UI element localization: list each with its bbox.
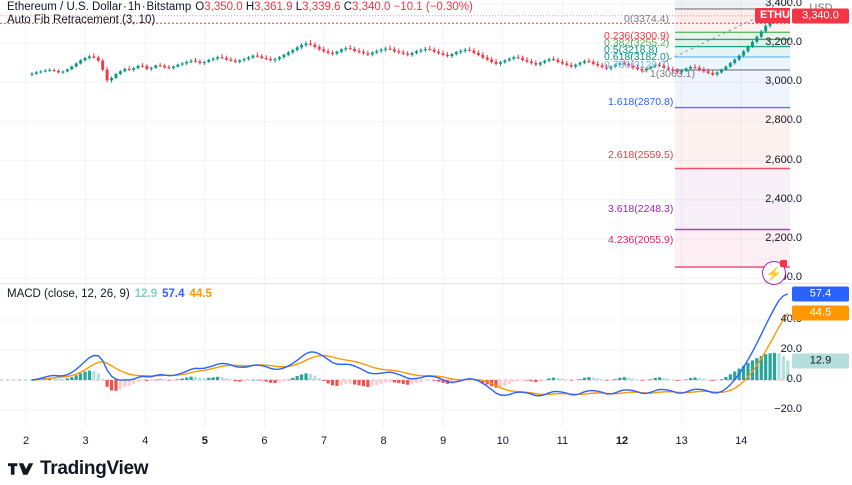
fib-level-label-0-618: 0.618(3182.0) (604, 51, 670, 63)
ohlc-open-value: 3,350.0 (204, 1, 243, 13)
flash-alert-button[interactable]: ⚡ (762, 260, 787, 285)
macd-tick (790, 380, 795, 381)
pane-separator[interactable] (0, 283, 852, 284)
macd-value-badge-2: 12.9 (792, 353, 849, 369)
price-tick-label: 2,200.0 (765, 231, 802, 244)
ohlc-open-key: O (195, 1, 205, 13)
fib-level-label-4-236: 4.236(2055.9) (608, 234, 674, 246)
ohlc-close-value: 3,340.0 (352, 1, 391, 13)
symbol-name[interactable]: Ethereum / U.S. Dollar (7, 1, 123, 13)
fib-level-label-0-5: 0.5(3218.8) (604, 44, 658, 56)
fib-indicator-legend[interactable]: Auto Fib Retracement (3, 10) (7, 14, 155, 27)
notification-badge-dot (780, 260, 787, 267)
price-tick (790, 43, 795, 45)
time-tick-label: 2 (22, 435, 30, 447)
time-tick-label: 4 (142, 435, 149, 447)
ohlc-low-key: L (295, 1, 303, 13)
fib-level-label-1-618: 1.618(2870.8) (608, 96, 674, 108)
tradingview-logo-text: TradingView (40, 458, 149, 479)
macd-tick (790, 350, 795, 351)
ohlc-change: −10.1 (−0.30%) (393, 1, 473, 13)
macd-value-badge-0: 57.4 (792, 286, 849, 302)
macd-tick-label: 20.0 (780, 343, 802, 355)
symbol-legend[interactable]: Ethereum / U.S. Dollar·1h·Bitstamp O3,350… (7, 1, 473, 14)
price-tick (790, 199, 795, 201)
time-tick-label: 13 (675, 435, 688, 447)
price-tick (790, 160, 795, 162)
time-tick-label: 7 (320, 435, 328, 447)
macd-line-value: 57.4 (162, 288, 185, 300)
fib-level-label-0-236: 0.236(3300.9) (604, 30, 670, 42)
ohlc-close-key: C (343, 1, 352, 13)
price-tick-label: 3,400.0 (765, 0, 802, 9)
price-tick-label: 3,200.0 (765, 36, 802, 49)
time-tick-label: 14 (735, 435, 748, 447)
macd-indicator-title[interactable]: MACD (close, 12, 26, 9) (7, 288, 130, 300)
time-tick-label: 11 (556, 435, 569, 447)
time-tick-label: 3 (82, 435, 89, 447)
price-tick (790, 82, 795, 84)
macd-tick (790, 410, 795, 411)
macd-chart-canvas (0, 284, 790, 428)
ohlc-values: O3,350.0 H3,361.9 L3,339.6 C3,340.0 −10.… (195, 1, 473, 13)
price-pane[interactable] (0, 0, 790, 282)
last-price-badge: 3,340.0 (792, 8, 849, 24)
legend-sep-2: · (141, 1, 146, 13)
price-tick-label: 2,400.0 (765, 192, 802, 205)
fib-level-label-0-382: 0.382(3255.2) (604, 37, 670, 49)
ohlc-high-key: H (245, 1, 255, 13)
ohlc-low-value: 3,339.6 (302, 1, 341, 13)
fib-indicator-title[interactable]: Auto Fib Retracement (3, 10) (7, 14, 156, 26)
price-tick-label: 2,800.0 (765, 114, 802, 127)
time-tick-label: 12 (615, 435, 629, 447)
time-tick-label: 10 (496, 435, 509, 447)
price-tick-label: 3,000.0 (765, 75, 802, 88)
price-tick (790, 238, 795, 240)
price-tick (790, 121, 795, 123)
price-chart-canvas (0, 0, 790, 282)
macd-scale[interactable]: 40.020.00.0−20.0 57.444.512.9 (774, 284, 852, 428)
time-tick-label: 8 (380, 435, 387, 447)
fib-level-label-1: 1(3063.1) (650, 68, 695, 80)
macd-value-badge-1: 44.5 (792, 305, 849, 321)
time-tick-label: 6 (261, 435, 268, 447)
price-tick (790, 3, 795, 5)
legend-sep-1: · (123, 1, 127, 13)
tradingview-logo[interactable]: TradingView (8, 458, 149, 480)
price-scale[interactable]: USD 3,400.03,200.03,000.02,800.02,600.02… (765, 0, 852, 283)
tradingview-logo-icon (8, 463, 34, 475)
time-tick-label: 5 (201, 435, 208, 447)
macd-hist-value: 12.9 (134, 288, 158, 300)
symbol-interval[interactable]: 1h (127, 1, 141, 13)
fib-level-label-0-786: 0.786(3129.7) (604, 59, 670, 71)
macd-tick-label: −20.0 (774, 403, 802, 415)
macd-tick-label: 0.0 (786, 373, 802, 385)
macd-signal-value: 44.5 (189, 288, 212, 300)
fib-level-label-2-618: 2.618(2559.5) (608, 149, 674, 161)
time-tick-label: 9 (440, 435, 447, 447)
price-tick-label: 2,600.0 (765, 153, 802, 166)
symbol-exchange[interactable]: Bitstamp (146, 1, 192, 13)
fib-level-label-3-618: 3.618(2248.3) (608, 203, 674, 215)
time-scale[interactable]: 2 3 4 5 6 7 8 9 10 11 12 13 14 (0, 428, 852, 454)
macd-indicator-legend[interactable]: MACD (close, 12, 26, 9) 12.9 57.4 44.5 (7, 288, 212, 301)
flash-icon: ⚡ (765, 265, 783, 281)
price-tick (790, 278, 795, 280)
ohlc-high-value: 3,361.9 (254, 1, 293, 13)
fib-level-label-0: 0(3374.4) (624, 13, 669, 25)
macd-pane[interactable] (0, 284, 790, 428)
